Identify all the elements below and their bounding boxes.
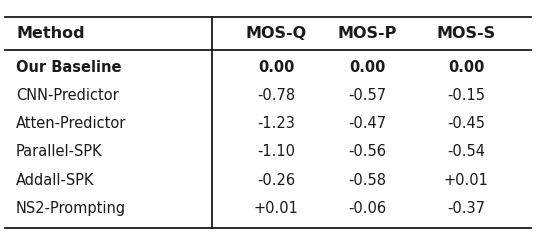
Text: -0.54: -0.54 [448,144,485,160]
Text: +0.01: +0.01 [254,201,299,216]
Text: Method: Method [16,25,85,41]
Text: MOS-Q: MOS-Q [245,25,307,41]
Text: -0.58: -0.58 [348,173,386,188]
Text: +0.01: +0.01 [444,173,489,188]
Text: -1.23: -1.23 [257,116,295,131]
Text: -0.56: -0.56 [348,144,386,160]
Text: -0.57: -0.57 [348,88,386,103]
Text: Parallel-SPK: Parallel-SPK [16,144,103,160]
Text: -1.10: -1.10 [257,144,295,160]
Text: Our Baseline: Our Baseline [16,60,122,75]
Text: 0.00: 0.00 [258,60,294,75]
Text: -0.06: -0.06 [348,201,386,216]
Text: CNN-Predictor: CNN-Predictor [16,88,119,103]
Text: Atten-Predictor: Atten-Predictor [16,116,126,131]
Text: 0.00: 0.00 [349,60,385,75]
Text: MOS-S: MOS-S [437,25,496,41]
Text: -0.26: -0.26 [257,173,295,188]
Text: -0.15: -0.15 [448,88,485,103]
Text: MOS-P: MOS-P [338,25,397,41]
Text: -0.45: -0.45 [448,116,485,131]
Text: 0.00: 0.00 [448,60,485,75]
Text: NS2-Prompting: NS2-Prompting [16,201,126,216]
Text: Addall-SPK: Addall-SPK [16,173,94,188]
Text: -0.37: -0.37 [448,201,485,216]
Text: -0.47: -0.47 [348,116,386,131]
Text: -0.78: -0.78 [257,88,295,103]
